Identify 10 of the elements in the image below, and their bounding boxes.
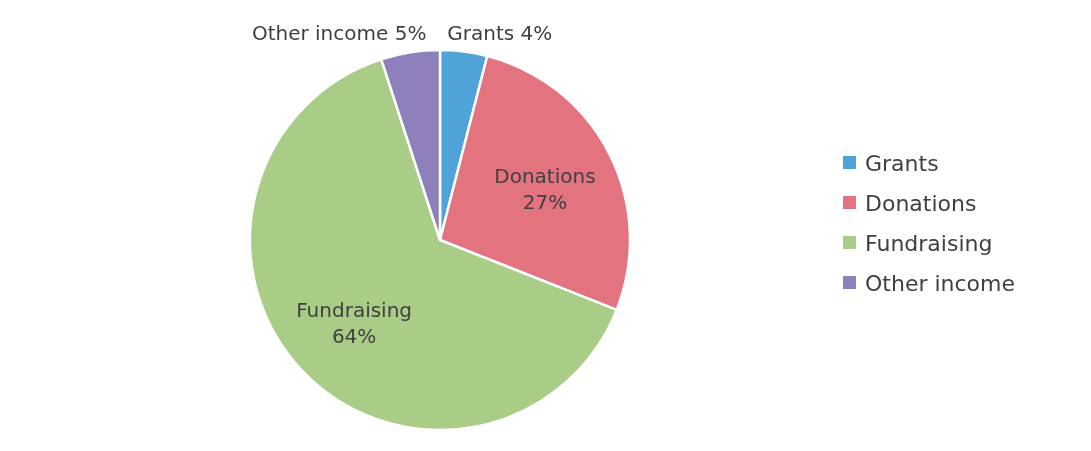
data-label: 64% [331, 323, 377, 348]
slice-label: Fundraising [296, 297, 413, 322]
category-label: Other income 5% [251, 21, 427, 46]
legend-label: Fundraising [865, 230, 993, 256]
slice-label: Donations [494, 163, 596, 188]
category-label: Grants 4% [447, 20, 553, 45]
data-label: 27% [522, 189, 568, 214]
legend-label: Donations [865, 190, 977, 216]
legend-label: Grants [865, 150, 939, 176]
legend-label: Other income [865, 270, 1016, 296]
